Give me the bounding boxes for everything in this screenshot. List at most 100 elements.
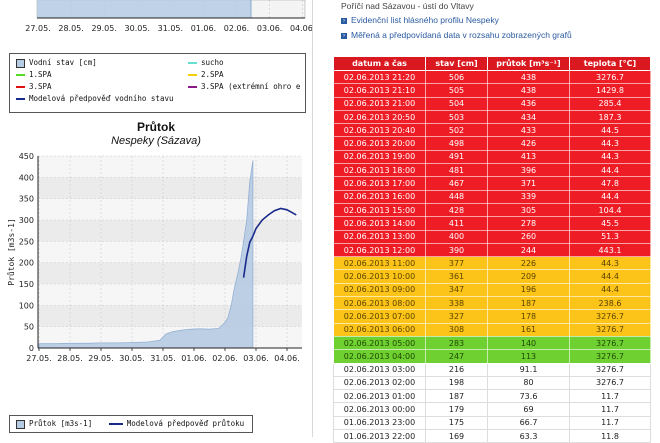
flow-forecast-line xyxy=(242,207,297,278)
x-tick-label: 31.05. xyxy=(150,354,175,363)
table-cell: 45.5 xyxy=(569,216,651,231)
table-cell: 175 xyxy=(425,415,488,431)
table-cell: 285.4 xyxy=(569,96,651,111)
table-cell: 69 xyxy=(487,402,570,417)
legend-swatch xyxy=(16,86,25,88)
table-cell: 02.06.2013 12:00 xyxy=(333,242,426,258)
table-cell: 02.06.2013 20:50 xyxy=(333,109,426,125)
table-cell: 02.06.2013 11:00 xyxy=(333,256,426,271)
table-cell: 44.4 xyxy=(569,163,651,178)
plot-band xyxy=(38,220,302,242)
y-tick-label: 200 xyxy=(19,259,34,268)
table-cell: 216 xyxy=(425,362,488,377)
legend-swatch xyxy=(188,74,197,76)
table-cell: 01.06.2013 23:00 xyxy=(333,415,426,431)
table-cell: 44.4 xyxy=(569,269,651,284)
table-row: 02.06.2013 04:00 247 113 3276.7 xyxy=(333,349,651,364)
legend-item-flow: Průtok [m3s-1] xyxy=(29,419,93,428)
col-header-level: stav [cm] xyxy=(425,56,488,71)
chart-subtitle: Nespeky (Sázava) xyxy=(111,135,201,147)
table-cell: 3276.7 xyxy=(569,375,651,391)
table-cell: 434 xyxy=(487,109,570,125)
table-header-row: datum a čas stav [cm] průtok [m³s⁻¹] tep… xyxy=(333,56,651,71)
table-cell: 1429.8 xyxy=(569,83,651,98)
table-row: 02.06.2013 16:00 448 339 44.4 xyxy=(333,189,651,204)
link-evidence-sheet[interactable]: › Evidenční list hlásného profilu Nespeky xyxy=(341,15,499,25)
table-row: 02.06.2013 03:00 216 91.1 3276.7 xyxy=(333,362,651,377)
y-tick-label: 300 xyxy=(19,216,34,225)
table-cell: 47.8 xyxy=(569,176,651,191)
table-cell: 278 xyxy=(487,216,570,231)
table-cell: 438 xyxy=(487,69,570,85)
legend-item-forecast: Modelová předpověď vodního stavu xyxy=(16,94,174,104)
legend-item-spa2: 2.SPA xyxy=(188,70,224,80)
x-tick-label: 03.06. xyxy=(243,354,268,363)
table-cell: 436 xyxy=(487,96,570,111)
table-cell: 339 xyxy=(487,189,570,204)
table-cell: 02.06.2013 20:40 xyxy=(333,123,426,138)
table-cell: 02.06.2013 16:00 xyxy=(333,189,426,204)
table-cell: 11.7 xyxy=(569,415,651,431)
link-measured-data[interactable]: › Měřená a předpovídaná data v rozsahu zo… xyxy=(341,30,572,40)
legend-item-spa3: 3.SPA xyxy=(16,82,52,92)
table-cell: 3276.7 xyxy=(569,322,651,337)
legend-swatch xyxy=(16,98,25,100)
table-cell: 02.06.2013 07:00 xyxy=(333,309,426,324)
table-cell: 44.4 xyxy=(569,282,651,298)
y-tick-label: 250 xyxy=(19,237,34,246)
table-row: 02.06.2013 09:00 347 196 44.4 xyxy=(333,282,651,298)
table-cell: 503 xyxy=(425,109,488,125)
col-header-flow: průtok [m³s⁻¹] xyxy=(487,56,570,71)
table-cell: 02.06.2013 19:00 xyxy=(333,149,426,165)
table-cell: 411 xyxy=(425,216,488,231)
table-cell: 443.1 xyxy=(569,242,651,258)
table-cell: 02.06.2013 21:00 xyxy=(333,96,426,111)
table-cell: 02.06.2013 05:00 xyxy=(333,335,426,351)
table-cell: 209 xyxy=(487,269,570,284)
table-cell: 44.3 xyxy=(569,149,651,165)
water-level-chart: 27.05. 28.05. 29.05. 30.05. 31.05. 01.06. 02.0… xyxy=(25,0,312,33)
table-cell: 11.7 xyxy=(569,389,651,404)
table-cell: 02.06.2013 20:00 xyxy=(333,136,426,151)
table-cell: 02.06.2013 00:00 xyxy=(333,402,426,417)
x-tick-label: 27.05. xyxy=(26,354,51,363)
x-tick-label: 02.06. xyxy=(224,24,249,33)
table-cell: 244 xyxy=(487,242,570,258)
x-tick-label: 28.05. xyxy=(58,24,83,33)
x-tick-label: 29.05. xyxy=(88,354,113,363)
x-tick-label: 02.06. xyxy=(212,354,237,363)
table-cell: 02.06.2013 18:00 xyxy=(333,163,426,178)
y-tick-label: 50 xyxy=(24,323,34,332)
table-row: 02.06.2013 07:00 327 178 3276.7 xyxy=(333,309,651,324)
table-cell: 377 xyxy=(425,256,488,271)
table-cell: 104.4 xyxy=(569,202,651,218)
table-cell: 327 xyxy=(425,309,488,324)
plot-band xyxy=(38,284,302,306)
table-cell: 247 xyxy=(425,349,488,364)
table-row: 02.06.2013 15:00 428 305 104.4 xyxy=(333,202,651,218)
table-cell: 498 xyxy=(425,136,488,151)
table-cell: 02.06.2013 01:00 xyxy=(333,389,426,404)
table-cell: 02.06.2013 04:00 xyxy=(333,349,426,364)
y-tick-label: 0 xyxy=(29,344,34,353)
table-cell: 428 xyxy=(425,202,488,218)
plot-band xyxy=(38,262,302,284)
table-cell: 3276.7 xyxy=(569,69,651,85)
table-cell: 198 xyxy=(425,375,488,391)
table-cell: 361 xyxy=(425,269,488,284)
table-cell: 44.3 xyxy=(569,256,651,271)
y-axis-label: Průtok [m3s-1] xyxy=(6,218,16,285)
table-cell: 66.7 xyxy=(487,415,570,431)
table-row: 02.06.2013 18:00 481 396 44.4 xyxy=(333,163,651,178)
left-panel: 27.05. 28.05. 29.05. 30.05. 31.05. 01.06. 02.0… xyxy=(0,0,312,437)
table-cell: 390 xyxy=(425,242,488,258)
table-cell: 433 xyxy=(487,123,570,138)
legend-item-water-level: Vodní stav [cm] xyxy=(16,58,97,68)
x-tick-label: 04.06. xyxy=(274,354,299,363)
panel-divider xyxy=(312,0,313,437)
plot-band xyxy=(38,177,302,199)
table-cell: 11.8 xyxy=(569,429,651,443)
x-tick-label: 30.05. xyxy=(119,354,144,363)
table-cell: 187.3 xyxy=(569,109,651,125)
table-row: 02.06.2013 17:00 467 371 47.8 xyxy=(333,176,651,191)
